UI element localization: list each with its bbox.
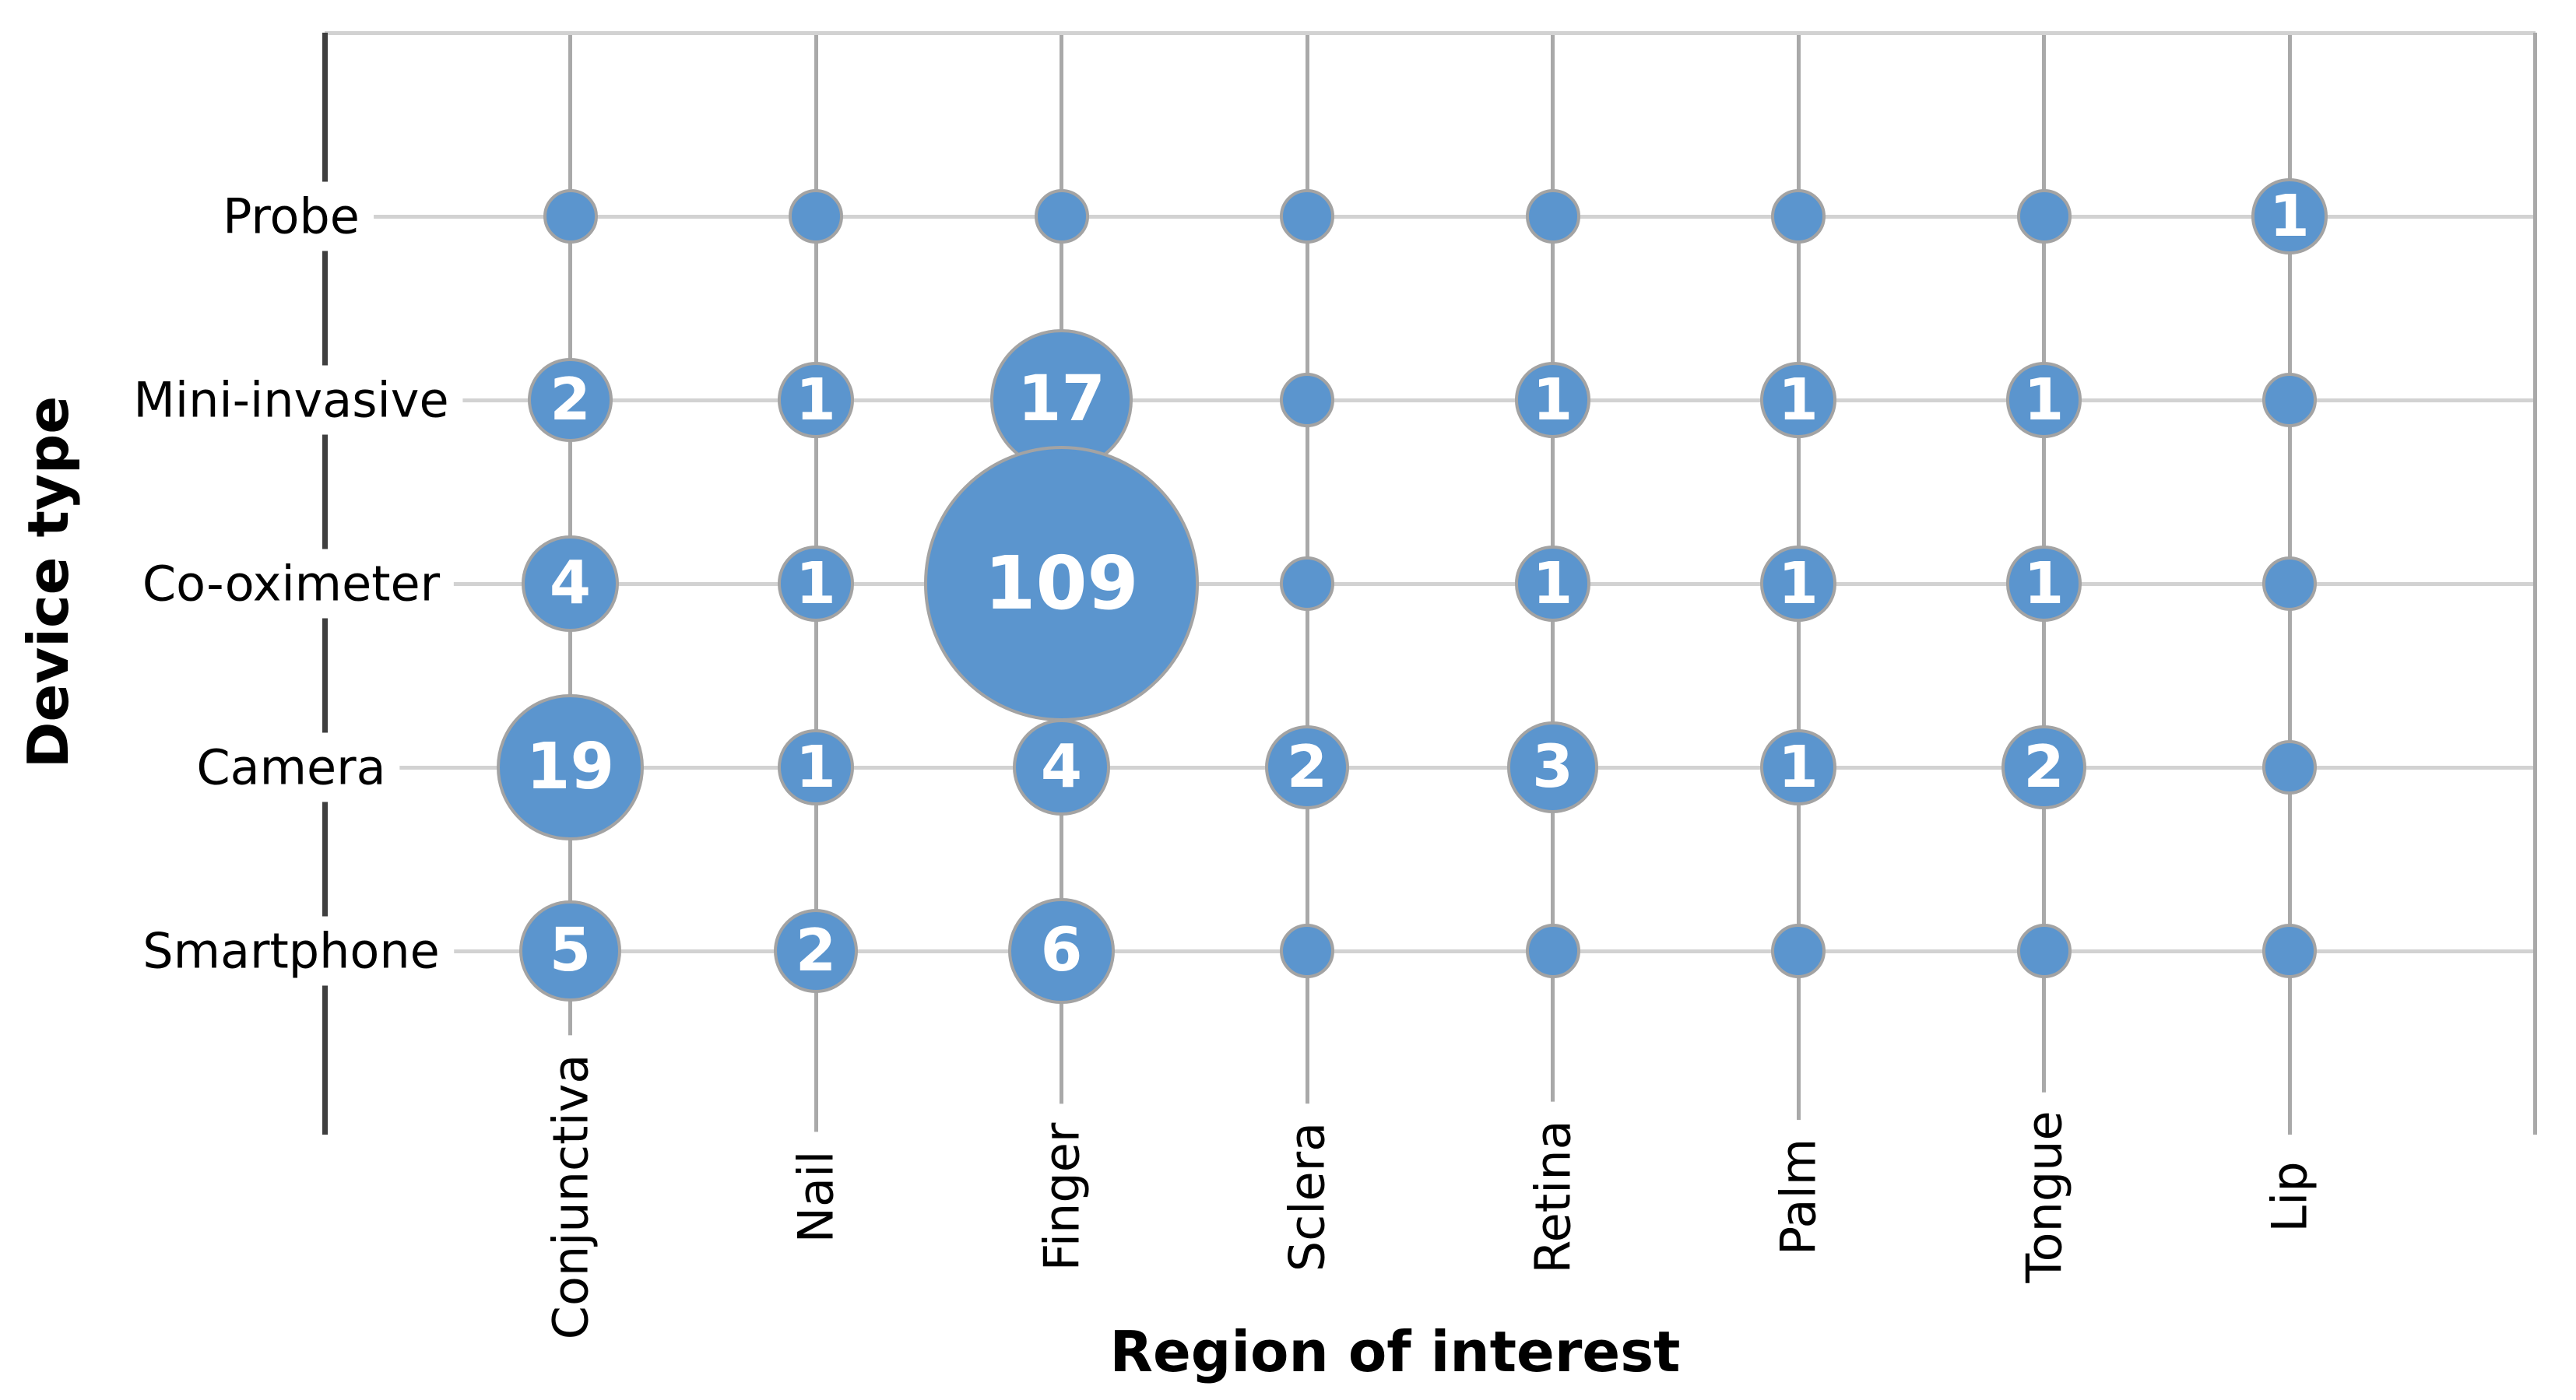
bubble-camera-sclera: 2	[1264, 725, 1350, 810]
bubble-camera-tongue: 2	[2001, 725, 2086, 810]
bubble-smartphone-finger: 6	[1008, 897, 1115, 1005]
bubble-camera-finger: 4	[1013, 718, 1110, 816]
bubble-probe-finger	[1034, 189, 1089, 244]
y-tick-mini-invasive: Mini-invasive	[119, 365, 463, 435]
bubble-probe-nail	[789, 189, 843, 244]
bubble-co-oximeter-finger: 109	[923, 446, 1200, 721]
bubble-camera-lip	[2262, 740, 2317, 795]
bubble-mini-invasive-palm: 1	[1760, 362, 1836, 438]
bubble-probe-retina	[1525, 189, 1580, 244]
plot-right-border	[2533, 33, 2537, 1135]
bubble-mini-invasive-conjunctiva: 2	[528, 357, 613, 443]
x-tick-finger: Finger	[1027, 1104, 1096, 1290]
bubble-probe-lip: 1	[2251, 178, 2328, 254]
x-tick-conjunctiva: Conjunctiva	[536, 1035, 605, 1359]
bubble-mini-invasive-lip	[2262, 373, 2317, 427]
bubble-smartphone-conjunctiva: 5	[519, 900, 621, 1002]
bubble-probe-tongue	[2016, 189, 2072, 244]
bubble-camera-nail: 1	[778, 729, 854, 805]
plot-top-border	[325, 30, 2536, 35]
x-tick-nail: Nail	[781, 1132, 851, 1262]
gridline-row-smartphone	[325, 949, 2536, 953]
bubble-co-oximeter-sclera	[1280, 556, 1334, 611]
bubble-smartphone-lip	[2262, 924, 2317, 978]
x-tick-retina: Retina	[1518, 1101, 1587, 1293]
bubble-co-oximeter-lip	[2262, 556, 2317, 611]
bubble-mini-invasive-nail: 1	[778, 362, 854, 438]
bubble-co-oximeter-nail: 1	[778, 546, 854, 622]
bubble-smartphone-sclera	[1280, 924, 1334, 978]
bubble-probe-palm	[1771, 189, 1826, 244]
bubble-mini-invasive-finger: 17	[990, 328, 1133, 472]
x-axis-title: Region of interest	[1109, 1319, 1681, 1384]
bubble-mini-invasive-sclera	[1280, 373, 1334, 427]
bubble-smartphone-palm	[1771, 924, 1826, 978]
bubble-camera-palm: 1	[1760, 729, 1836, 805]
bubble-smartphone-retina	[1525, 924, 1580, 978]
bubble-camera-retina: 3	[1506, 721, 1599, 813]
y-tick-probe: Probe	[209, 181, 374, 251]
bubble-smartphone-nail: 2	[773, 908, 859, 994]
bubble-smartphone-tongue	[2016, 924, 2072, 978]
gridline-row-camera	[325, 765, 2536, 770]
bubble-mini-invasive-tongue: 1	[2005, 362, 2082, 438]
y-axis-title: Device type	[16, 395, 81, 769]
bubble-co-oximeter-retina: 1	[1514, 546, 1591, 622]
gridline-row-mini-invasive	[325, 398, 2536, 402]
bubble-mini-invasive-retina: 1	[1514, 362, 1591, 438]
x-tick-sclera: Sclera	[1272, 1103, 1342, 1291]
gridline-row-probe	[325, 214, 2536, 219]
x-tick-palm: Palm	[1763, 1119, 1833, 1275]
y-tick-camera: Camera	[182, 732, 400, 802]
gridline-row-co-oximeter	[325, 581, 2536, 586]
bubble-probe-sclera	[1280, 189, 1334, 244]
bubble-co-oximeter-tongue: 1	[2005, 546, 2082, 622]
y-tick-smartphone: Smartphone	[128, 916, 454, 986]
bubble-camera-conjunctiva: 19	[497, 693, 644, 841]
x-tick-lip: Lip	[2254, 1142, 2325, 1251]
x-tick-tongue: Tongue	[2009, 1092, 2079, 1302]
bubble-probe-conjunctiva	[543, 189, 598, 244]
bubble-co-oximeter-conjunctiva: 4	[522, 535, 619, 633]
bubble-co-oximeter-palm: 1	[1760, 546, 1836, 622]
y-tick-co-oximeter: Co-oximeter	[128, 549, 455, 619]
